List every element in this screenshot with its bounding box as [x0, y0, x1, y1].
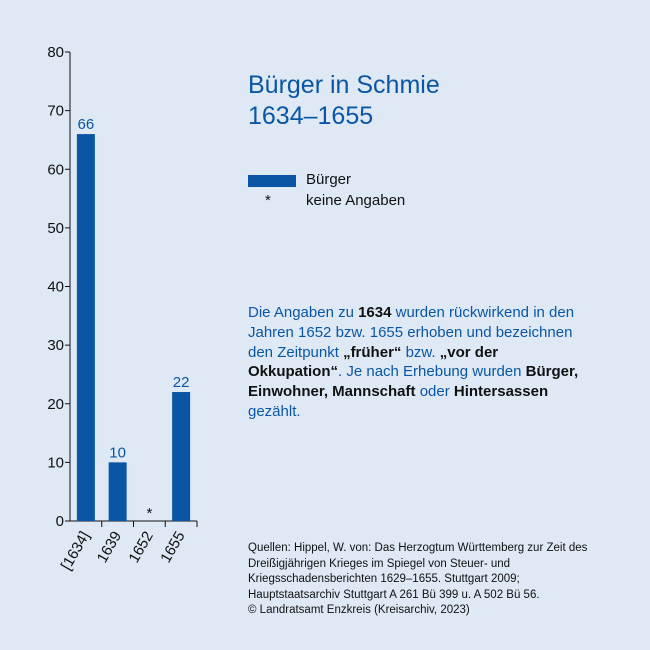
title-line-2: 1634–1655 — [248, 102, 374, 130]
note-bold: Hintersassen — [453, 383, 549, 401]
y-tick-label: 40 — [47, 279, 64, 296]
data-label: 66 — [78, 116, 95, 133]
legend-label-series: Bürger — [306, 171, 352, 188]
note-text: . Je nach Erhebung wurden — [338, 363, 526, 381]
note-text: bzw. — [401, 343, 440, 361]
y-tick-label: 20 — [47, 396, 64, 413]
y-tick-label: 50 — [47, 220, 64, 237]
data-label: 10 — [109, 444, 126, 461]
data-label: 22 — [173, 374, 190, 391]
legend-swatch — [248, 175, 296, 187]
note-text: wurden rückwirkend in den Jahren 1652 bz… — [248, 304, 575, 361]
note-bold: „früher“ — [343, 343, 402, 361]
note-text: oder — [415, 383, 454, 401]
explanatory-note: Die Angaben zu 1634 wurden rückwirkend i… — [248, 303, 588, 422]
bar-chart: 0 10 20 30 40 50 60 70 80 66 [1634] 10 1639 * 1652 22 16… — [47, 44, 198, 574]
y-tick-label: 30 — [47, 337, 64, 354]
title-line-1: Bürger in Schmie — [248, 71, 440, 99]
chart-title: Bürger in Schmie 1634–1655 — [248, 70, 440, 132]
x-tick-label: 1639 — [94, 529, 125, 566]
bar — [172, 392, 191, 521]
y-tick-label: 60 — [47, 161, 64, 178]
missing-marker: * — [146, 505, 152, 522]
x-tick-label: 1652 — [125, 529, 156, 566]
source-text: Quellen: Hippel, W. von: Das Herzogtum W… — [248, 542, 588, 601]
y-tick-label: 0 — [56, 513, 64, 530]
x-tick-label: 1655 — [157, 529, 188, 566]
y-tick-label: 80 — [47, 44, 64, 61]
note-text: gezählt. — [248, 402, 301, 420]
note-text: Die Angaben zu — [248, 304, 359, 321]
y-tick-label: 10 — [47, 454, 64, 471]
y-tick-label: 70 — [47, 103, 64, 120]
bar — [108, 462, 127, 521]
source-note: Quellen: Hippel, W. von: Das Herzogtum W… — [248, 541, 588, 619]
legend-label-missing: keine Angaben — [306, 192, 406, 209]
note-bold: Bürger, Einwohner, Mannschaft — [248, 363, 579, 401]
copyright-text: © Landratsamt Enzkreis (Kreisarchiv, 202… — [248, 604, 470, 616]
bar — [76, 134, 95, 521]
x-tick-label: [1634] — [58, 529, 94, 574]
note-bold: „vor der Okkupation“ — [248, 343, 499, 381]
note-bold: 1634 — [358, 304, 392, 321]
legend-missing-symbol: * — [265, 192, 271, 209]
